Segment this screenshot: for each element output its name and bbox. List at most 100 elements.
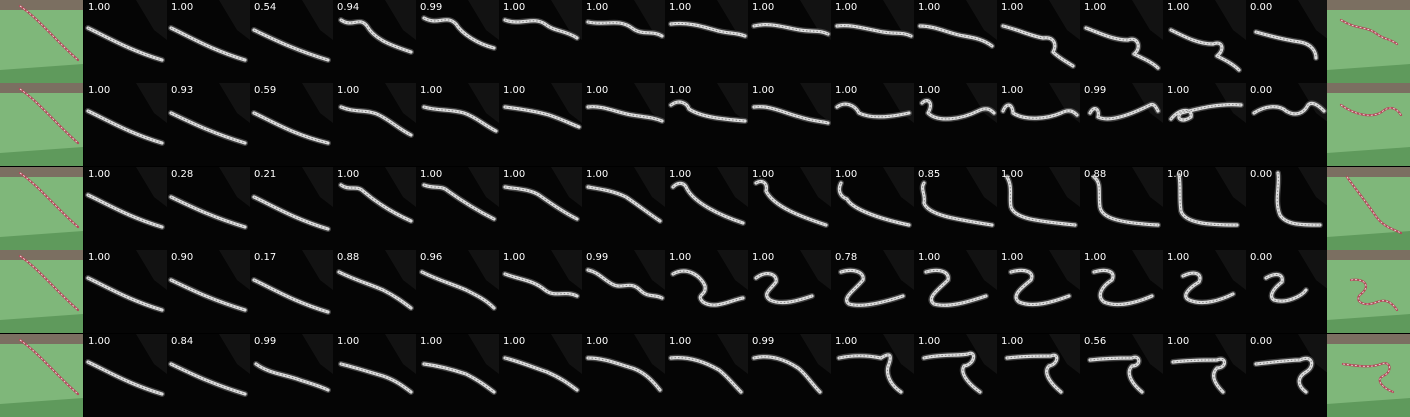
- frame-score-label: 0.99: [1084, 85, 1107, 96]
- frame-score-label: 0.56: [1084, 336, 1107, 347]
- frame-score-label: 1.00: [420, 169, 443, 180]
- frame-score-label: 1.00: [752, 2, 775, 13]
- rope-frame: 0.56: [1080, 334, 1163, 417]
- frame-score-label: 1.00: [835, 336, 858, 347]
- frame-score-label: 1.00: [88, 336, 111, 347]
- frame-score-label: 0.21: [254, 169, 277, 180]
- frame-score-label: 1.00: [88, 169, 111, 180]
- rope-frame: 0.17: [250, 250, 333, 333]
- rope-frame: 1.00: [914, 83, 997, 166]
- frame-score-label: 1.00: [1167, 169, 1190, 180]
- rope-frame: 1.00: [665, 334, 748, 417]
- frame-score-label: 0.00: [1250, 2, 1273, 13]
- frame-score-label: 1.00: [752, 169, 775, 180]
- rope-frame: 0.21: [250, 167, 333, 250]
- frame-score-label: 1.00: [669, 336, 692, 347]
- frame-score-label: 1.00: [88, 2, 111, 13]
- frame-score-label: 1.00: [1167, 2, 1190, 13]
- frame-score-label: 0.78: [835, 252, 858, 263]
- rope-frame: 1.00: [582, 334, 665, 417]
- rope-frame: 1.00: [84, 0, 167, 83]
- start-state-photo: [0, 167, 83, 250]
- frame-score-label: 1.00: [1001, 2, 1024, 13]
- frame-score-label: 1.00: [1084, 252, 1107, 263]
- rope-frame: 0.99: [416, 0, 499, 83]
- frame-score-label: 0.85: [918, 169, 941, 180]
- frame-score-label: 0.00: [1250, 85, 1273, 96]
- frame-score-label: 1.00: [752, 85, 775, 96]
- rope-frame: 1.00: [914, 0, 997, 83]
- start-state-photo: [0, 250, 83, 333]
- rope-frame: 1.00: [84, 250, 167, 333]
- frame-score-label: 0.54: [254, 2, 277, 13]
- goal-state-photo: [1327, 0, 1410, 83]
- frame-score-label: 1.00: [1167, 252, 1190, 263]
- frame-score-label: 1.00: [503, 169, 526, 180]
- frame-score-label: 1.00: [503, 85, 526, 96]
- rope-frame: 1.00: [416, 334, 499, 417]
- rope-frame: 1.00: [997, 250, 1080, 333]
- start-state-photo: [0, 83, 83, 166]
- rope-frame: 0.90: [167, 250, 250, 333]
- rope-frame: 1.00: [1080, 0, 1163, 83]
- frame-score-label: 1.00: [1001, 169, 1024, 180]
- rope-frame: 1.00: [416, 83, 499, 166]
- sequence-row: 1.00 0.93 0.59 1.00 1.00 1.00 1.00 1.00 1.00 1.00…: [0, 83, 1410, 166]
- sequence-row: 1.00 1.00 0.54 0.94 0.99 1.00 1.00 1.00 1.00 1.00…: [0, 0, 1410, 83]
- rope-frame: 1.00: [499, 167, 582, 250]
- frame-score-label: 1.00: [835, 169, 858, 180]
- rope-frame: 1.00: [997, 334, 1080, 417]
- frame-score-label: 1.00: [586, 2, 609, 13]
- rope-frame: 1.00: [914, 334, 997, 417]
- frame-score-label: 1.00: [918, 336, 941, 347]
- rope-frame: 1.00: [665, 0, 748, 83]
- rope-frame: 1.00: [748, 167, 831, 250]
- rope-frame: 0.94: [333, 0, 416, 83]
- frame-score-label: 1.00: [1167, 336, 1190, 347]
- frame-score-label: 1.00: [503, 252, 526, 263]
- rope-frame: 1.00: [582, 167, 665, 250]
- rope-frame: 1.00: [665, 167, 748, 250]
- frame-score-label: 0.88: [1084, 169, 1107, 180]
- rope-frame: 1.00: [831, 167, 914, 250]
- rope-frame: 1.00: [84, 334, 167, 417]
- rope-frame: 1.00: [997, 0, 1080, 83]
- frame-score-label: 0.28: [171, 169, 194, 180]
- rope-frame: 1.00: [997, 167, 1080, 250]
- frame-score-label: 1.00: [420, 85, 443, 96]
- rope-frame: 1.00: [831, 0, 914, 83]
- rope-frame: 0.99: [582, 250, 665, 333]
- rope-frame: 0.28: [167, 167, 250, 250]
- rope-frame: 0.99: [748, 334, 831, 417]
- rope-frame: 1.00: [1163, 250, 1246, 333]
- rope-frame: 1.00: [499, 250, 582, 333]
- start-state-photo: [0, 334, 83, 417]
- frame-score-label: 0.96: [420, 252, 443, 263]
- frame-score-label: 0.99: [586, 252, 609, 263]
- rope-frame: 1.00: [167, 0, 250, 83]
- goal-state-photo: [1327, 167, 1410, 250]
- rope-frame: 0.88: [1080, 167, 1163, 250]
- frame-score-label: 1.00: [88, 85, 111, 96]
- rope-frame: 0.00: [1246, 250, 1329, 333]
- frame-score-label: 1.00: [337, 85, 360, 96]
- rope-frame: 0.59: [250, 83, 333, 166]
- frame-score-label: 0.94: [337, 2, 360, 13]
- rope-frame: 1.00: [1080, 250, 1163, 333]
- rope-frame: 0.78: [831, 250, 914, 333]
- rope-frame: 0.84: [167, 334, 250, 417]
- frame-score-label: 1.00: [171, 2, 194, 13]
- sequence-row: 1.00 0.90 0.17 0.88 0.96 1.00 0.99 1.00 1.00 0.78…: [0, 250, 1410, 333]
- frame-score-label: 0.00: [1250, 336, 1273, 347]
- frame-score-label: 0.00: [1250, 169, 1273, 180]
- frame-score-label: 1.00: [752, 252, 775, 263]
- rope-frame: 1.00: [582, 83, 665, 166]
- frame-score-label: 1.00: [1084, 2, 1107, 13]
- rope-frame: 1.00: [333, 334, 416, 417]
- frame-score-label: 1.00: [586, 336, 609, 347]
- rope-frame: 0.54: [250, 0, 333, 83]
- start-state-photo: [0, 0, 83, 83]
- rope-frame: 0.99: [1080, 83, 1163, 166]
- rope-frame: 1.00: [665, 83, 748, 166]
